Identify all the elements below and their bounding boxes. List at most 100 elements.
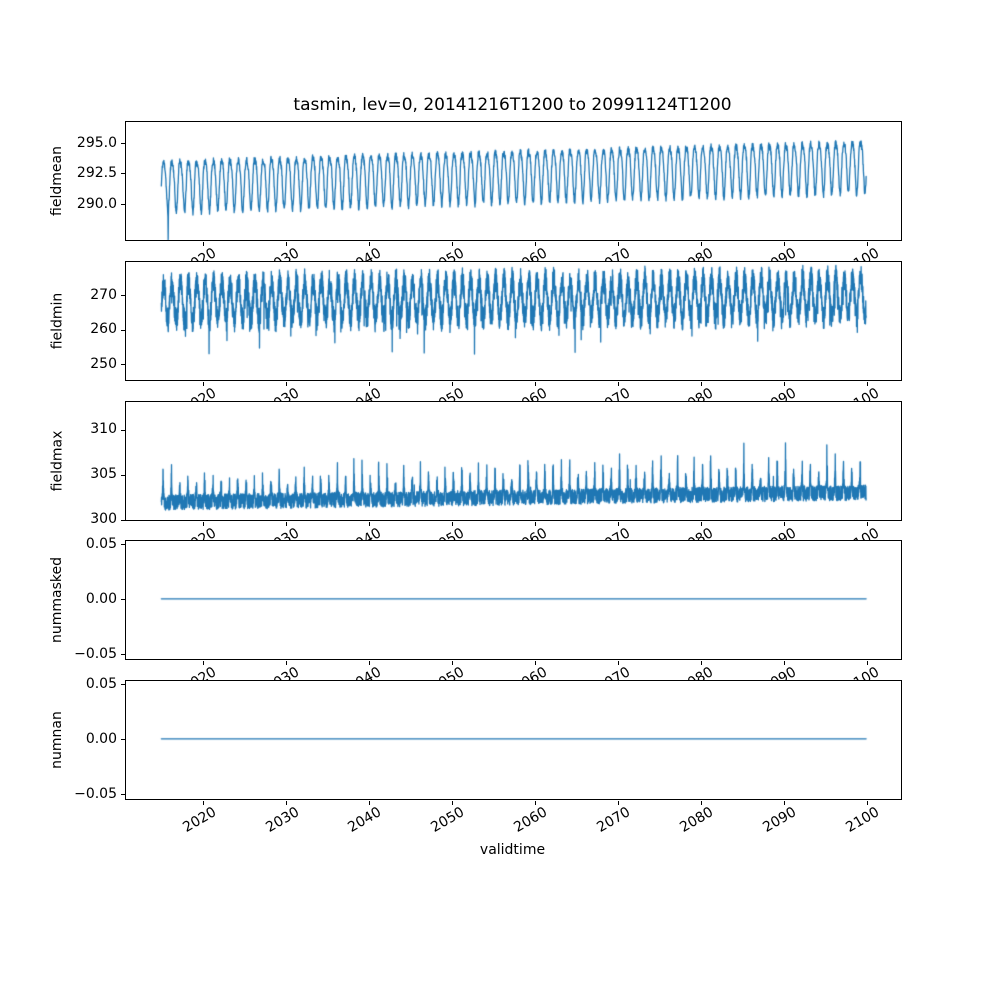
x-tick-label-text: 2100 [843,804,883,836]
y-tick-mark [121,429,125,431]
y-tick-label: 305 [90,466,117,483]
y-tick-label: 260 [90,321,117,338]
y-tick-label: 270 [90,286,117,303]
y-tick-mark [121,143,125,144]
x-tick-label-text: 2060 [511,804,551,836]
y-tick-mark [121,544,125,546]
subplot-fieldmean: 290.0292.5295.0fieldmean2020203020402050… [49,121,902,277]
x-tick-mark [867,801,868,805]
x-tick-mark [203,381,204,386]
x-tick-mark [452,381,453,386]
subplot-fieldmin: 250260270fieldmin20202030204020502060207… [49,260,902,417]
subplot-nummasked: −0.050.000.05nummasked202020302040205020… [49,537,902,696]
y-tick-label: 290.0 [76,195,117,212]
y-axis-label-numnan: numnan [46,681,68,799]
y-axis-label-text: fieldmax [49,430,65,491]
y-tick-label: 295.0 [76,135,117,152]
chart-title: tasmin, lev=0, 20141216T1200 to 20991124… [293,95,732,115]
y-tick-label: 300 [90,511,117,528]
x-tick-label-text: 2050 [428,804,468,836]
y-tick-mark [121,739,125,740]
y-tick-label: 0.00 [85,591,117,608]
x-tick-mark [867,661,868,666]
y-tick-label: 310 [90,421,117,438]
y-tick-label: 0.00 [85,730,117,747]
y-axis-label-fieldmax: fieldmax [46,402,68,520]
y-tick-label: 250 [90,355,117,372]
x-tick-mark [203,242,204,246]
y-tick-mark [121,519,125,521]
x-tick-mark [784,521,785,526]
x-tick-mark [369,801,370,805]
line-series-canvas-fieldmax [126,401,901,520]
x-tick-mark [784,801,785,805]
x-tick-mark [867,242,868,246]
y-tick-mark [121,794,125,795]
x-tick-mark [701,242,702,246]
x-tick-mark [452,801,453,805]
x-tick-mark [286,381,287,386]
y-tick-label: 0.05 [85,536,117,553]
x-tick-mark [452,521,453,526]
y-tick-mark [121,173,125,174]
y-axis-label-text: nummasked [49,557,66,644]
y-axis-label-text: numnan [49,711,65,769]
y-tick-mark [121,329,125,331]
x-tick-label-text: 2030 [262,804,302,836]
x-tick-mark [286,521,287,526]
y-tick-mark [121,474,125,476]
x-tick-mark [369,242,370,246]
x-tick-mark [452,242,453,246]
line-series-canvas-nummasked [126,541,901,660]
y-axis-label-fieldmin: fieldmin [46,262,68,380]
x-tick-mark [618,381,619,386]
x-tick-mark [701,381,702,386]
y-tick-mark [121,684,125,685]
y-axis-label-nummasked: nummasked [46,541,68,659]
x-tick-mark [452,661,453,666]
y-tick-mark [121,654,125,656]
x-tick-mark [286,801,287,805]
x-tick-mark [618,521,619,526]
x-tick-mark [784,381,785,386]
x-tick-mark [203,661,204,666]
x-tick-mark [535,381,536,386]
x-tick-mark [535,661,536,666]
y-tick-label: −0.05 [74,785,117,802]
y-axis-label-text: fieldmean [49,146,66,216]
x-tick-mark [784,661,785,666]
x-tick-label-text: 2070 [594,804,634,836]
y-axis-label-fieldmean: fieldmean [46,122,68,240]
subplot-fieldmax: 300305310fieldmax20202030204020502060207… [49,400,902,556]
x-tick-mark [618,242,619,246]
x-tick-label-text: 2040 [345,804,385,836]
x-tick-mark [867,381,868,386]
x-axis-label: validtime [479,842,546,858]
line-series-canvas-numnan [126,681,901,799]
x-tick-mark [535,801,536,805]
x-tick-mark [701,661,702,666]
x-tick-mark [618,801,619,805]
x-tick-mark [203,801,204,805]
x-tick-mark [784,242,785,246]
y-tick-label: 0.05 [85,675,117,692]
subplot-numnan: −0.05 0.00 0.05 numnan 2020 2030 2040 2050 2060 2… [49,677,902,836]
x-tick-mark [701,521,702,526]
line-series-canvas-fieldmin [126,261,901,380]
x-tick-mark [535,242,536,246]
x-tick-mark [867,521,868,526]
x-tick-mark [618,661,619,666]
x-tick-mark [369,661,370,666]
y-tick-mark [121,599,125,601]
x-tick-mark [701,801,702,805]
y-tick-mark [121,363,125,365]
y-tick-mark [121,204,125,205]
y-tick-label: −0.05 [74,645,117,662]
x-tick-mark [369,381,370,386]
x-tick-mark [369,521,370,526]
x-tick-label-text: 2090 [760,804,800,836]
x-tick-label-text: 2080 [677,804,717,836]
x-tick-mark [535,521,536,526]
x-tick-mark [286,661,287,666]
